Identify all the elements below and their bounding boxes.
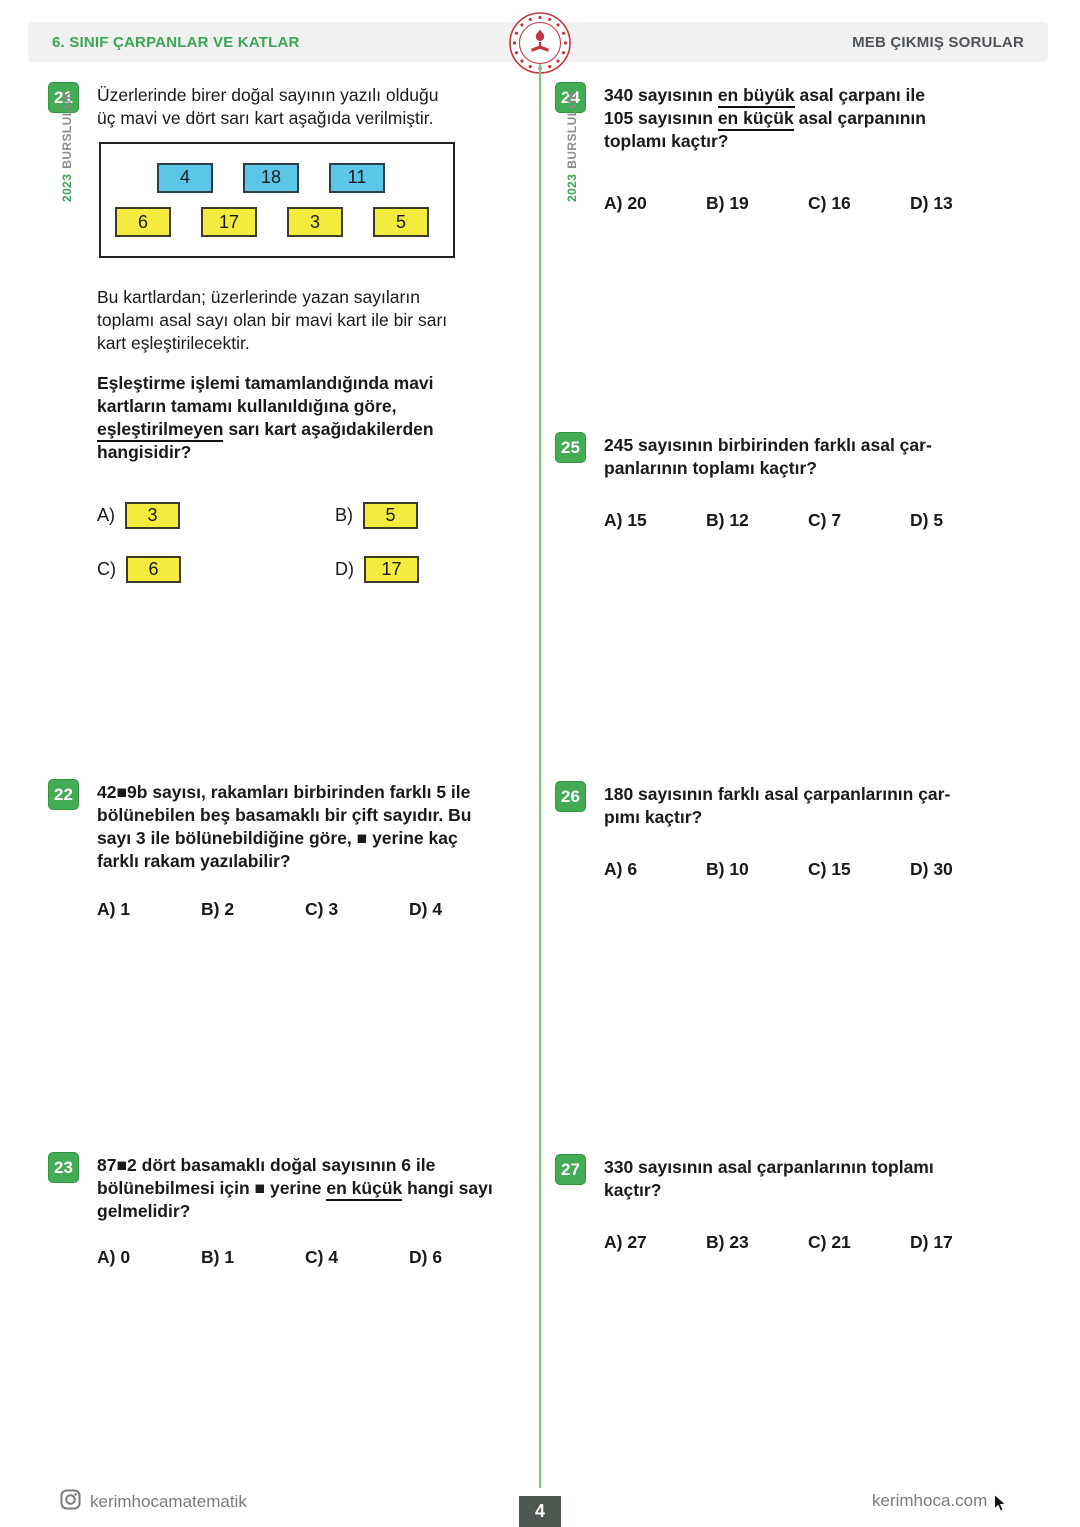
question-22-badge: 22: [48, 779, 79, 810]
option-d: D) 17: [910, 1232, 953, 1252]
option-card: 17: [364, 556, 419, 583]
option-label: D): [335, 559, 354, 579]
page-number: 4: [519, 1496, 561, 1527]
question-21: 21 Üzerlerinde birer doğal sayının yazıl…: [48, 82, 526, 583]
question-25-options: A) 15 B) 12 C) 7 D) 5: [604, 510, 1045, 531]
column-divider: [539, 64, 541, 1488]
option-c: C) 4: [305, 1247, 339, 1267]
bursluluk-text: BURSLULUK: [60, 90, 74, 169]
option-label: B): [335, 505, 353, 525]
option-d: D) 30: [910, 859, 953, 879]
question-26-options: A) 6 B) 10 C) 15 D) 30: [604, 859, 1045, 880]
question-21-intro: Üzerlerinde birer doğal sayının yazılı o…: [97, 85, 439, 128]
option-d: D) 5: [910, 510, 944, 530]
option-a: A) 20: [604, 193, 647, 213]
mouse-cursor-icon: [993, 1494, 1007, 1517]
question-23: 23 87■2 dört basamaklı doğal sayısının 6…: [48, 1152, 526, 1268]
yellow-card: 17: [201, 207, 257, 238]
yellow-card: 5: [373, 207, 429, 238]
question-24-prompt: 340 sayısının en büyük asal çarpanı ile …: [604, 85, 926, 151]
option-d: D) 13: [910, 193, 953, 213]
option-a: A) 1: [97, 899, 131, 919]
question-21-options: A) 3 B) 5 C) 6 D) 17: [97, 502, 526, 583]
question-23-prompt: 87■2 dört basamaklı doğal sayısının 6 il…: [97, 1155, 493, 1221]
question-21-body: Bu kartlardan; üzerlerinde yazan sayılar…: [97, 287, 448, 353]
question-23-options: A) 0 B) 1 C) 4 D) 6: [97, 1247, 526, 1268]
yellow-card: 3: [287, 207, 343, 238]
footer-instagram[interactable]: kerimhocamatematik: [60, 1489, 247, 1515]
question-27: 27 330 sayısının asal çarpanlarının topl…: [555, 1154, 1045, 1253]
option-card: 5: [363, 502, 418, 529]
option-d: D) 6: [409, 1247, 443, 1267]
question-24-options: A) 20 B) 19 C) 16 D) 13: [604, 193, 1045, 214]
option-label: A): [97, 505, 115, 525]
option-d: D) 4: [409, 899, 443, 919]
blue-card: 18: [243, 162, 299, 193]
option-label: C): [97, 559, 116, 579]
question-27-options: A) 27 B) 23 C) 21 D) 17: [604, 1232, 1045, 1253]
question-23-badge: 23: [48, 1152, 79, 1183]
option-b: B) 23: [706, 1232, 749, 1252]
option-b: B) 12: [706, 510, 749, 530]
option-a: A) 3: [97, 502, 335, 529]
option-a: A) 15: [604, 510, 647, 530]
question-22-options: A) 1 B) 2 C) 3 D) 4: [97, 899, 526, 920]
option-card: 3: [125, 502, 180, 529]
option-card: 6: [126, 556, 181, 583]
option-a: A) 6: [604, 859, 638, 879]
question-25-prompt: 245 sayısının birbirinden farklı asal ça…: [604, 435, 932, 478]
yellow-card-row: 6 17 3 5: [101, 207, 453, 238]
instagram-handle: kerimhocamatematik: [90, 1492, 247, 1511]
question-27-badge: 27: [555, 1154, 586, 1185]
year-label: 2023: [565, 173, 579, 202]
question-27-prompt: 330 sayısının asal çarpanlarının toplamı…: [604, 1157, 934, 1200]
option-b: B) 2: [201, 899, 235, 919]
question-25: 25 245 sayısının birbirinden farklı asal…: [555, 432, 1045, 531]
option-b: B) 19: [706, 193, 749, 213]
question-22: 22 42■9b sayısı, rakamları birbirinden f…: [48, 779, 526, 920]
option-c: C) 15: [808, 859, 851, 879]
page-title: 6. SINIF ÇARPANLAR VE KATLAR: [52, 33, 300, 51]
question-26-prompt: 180 sayısının farklı asal çarpanlarının …: [604, 784, 951, 827]
website-link[interactable]: kerimhoca.com: [872, 1491, 988, 1510]
question-24-badge: 24: [555, 82, 586, 113]
bursluluk-2023-label: 2023 BURSLULUK: [60, 90, 74, 202]
blue-card-row: 4 18 11: [101, 162, 453, 193]
option-c: C) 7: [808, 510, 842, 530]
question-21-card-diagram: 4 18 11 6 17 3 5: [99, 142, 455, 258]
option-b: B) 5: [335, 502, 526, 529]
yellow-card: 6: [115, 207, 171, 238]
question-22-prompt: 42■9b sayısı, rakamları birbirinden fark…: [97, 782, 472, 871]
question-21-prompt: Eşleştirme işlemi tamamlandığında mavi k…: [97, 373, 434, 462]
question-24: 24 340 sayısının en büyük asal çarpanı i…: [555, 82, 1045, 214]
option-c: C) 6: [97, 556, 335, 583]
option-c: C) 3: [305, 899, 339, 919]
question-26-badge: 26: [555, 781, 586, 812]
year-label: 2023: [60, 173, 74, 202]
option-c: C) 16: [808, 193, 851, 213]
option-d: D) 17: [335, 556, 526, 583]
option-a: A) 0: [97, 1247, 131, 1267]
blue-card: 4: [157, 162, 213, 193]
option-c: C) 21: [808, 1232, 851, 1252]
question-25-badge: 25: [555, 432, 586, 463]
header-right-title: MEB ÇIKMIŞ SORULAR: [852, 33, 1024, 51]
option-a: A) 27: [604, 1232, 647, 1252]
option-b: B) 1: [201, 1247, 235, 1267]
blue-card: 11: [329, 162, 385, 193]
question-21-badge: 21: [48, 82, 79, 113]
question-26: 26 180 sayısının farklı asal çarpanların…: [555, 781, 1045, 880]
instagram-icon: [60, 1489, 81, 1515]
bursluluk-text: BURSLULUK: [565, 90, 579, 169]
bursluluk-2023-label: 2023 BURSLULUK: [565, 90, 579, 202]
option-b: B) 10: [706, 859, 749, 879]
